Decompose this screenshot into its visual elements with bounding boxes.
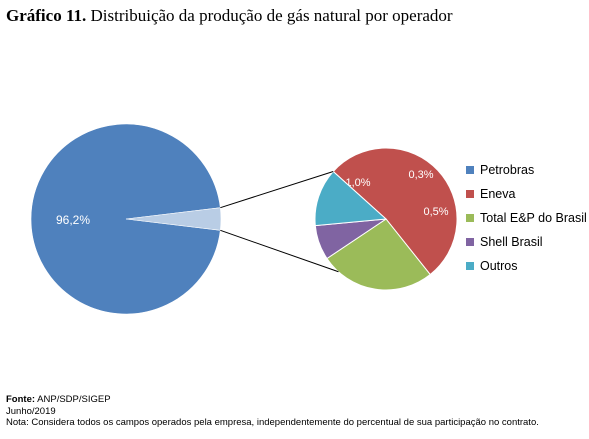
slice-total-e-p-do-brasil — [326, 218, 431, 291]
legend-swatch — [466, 166, 474, 174]
legend-item-total-e-p-do-brasil: Total E&P do Brasil — [466, 206, 587, 230]
data-label-total-e-p-do-brasil: 1,0% — [345, 177, 370, 189]
legend-swatch — [466, 238, 474, 246]
legend-swatch — [466, 190, 474, 198]
legend-item-outros: Outros — [466, 254, 587, 278]
source-label: Fonte: — [6, 394, 36, 405]
chart-title-text: Distribuição da produção de gás natural … — [90, 6, 453, 25]
legend-swatch — [466, 214, 474, 222]
slice-eneva — [332, 147, 458, 276]
chart-notes: Fonte: ANP/SDP/SIGEP Junho/2019 Nota: Co… — [6, 394, 539, 429]
legend-swatch — [466, 262, 474, 270]
note-text: Nota: Considera todos os campos operados… — [6, 417, 539, 428]
legend-label: Shell Brasil — [480, 235, 543, 249]
slice-outros — [314, 170, 388, 227]
connector-line-bottom — [220, 229, 339, 273]
chart-title-prefix: Gráfico 11. — [6, 6, 87, 25]
chart-legend: Petrobras Eneva Total E&P do Brasil Shell B… — [466, 158, 587, 278]
connector-line-top — [220, 171, 334, 209]
date-text: Junho/2019 — [6, 405, 56, 417]
data-label-outros: 0,5% — [423, 206, 448, 218]
data-label-shell-brasil: 0,3% — [408, 169, 433, 181]
legend-label: Eneva — [480, 187, 516, 201]
legend-item-eneva: Eneva — [466, 182, 587, 206]
chart-title: Gráfico 11. Distribuição da produção de … — [6, 6, 453, 26]
legend-label: Total E&P do Brasil — [480, 211, 587, 225]
slice-others-group — [125, 207, 222, 231]
legend-item-petrobras: Petrobras — [466, 158, 587, 182]
legend-label: Outros — [480, 259, 518, 273]
legend-label: Petrobras — [480, 163, 535, 177]
data-label-petrobras: 96,2% — [56, 213, 90, 227]
source-text: ANP/SDP/SIGEP — [37, 394, 111, 405]
legend-item-shell-brasil: Shell Brasil — [466, 230, 587, 254]
slice-petrobras — [30, 123, 221, 315]
